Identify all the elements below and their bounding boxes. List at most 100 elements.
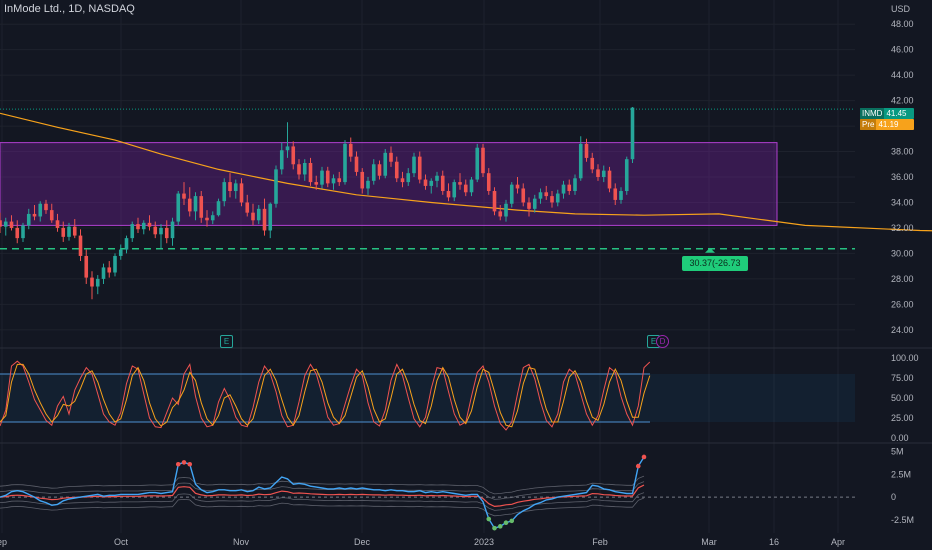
candle-body xyxy=(182,193,186,199)
candle-body xyxy=(141,222,146,230)
candle-body xyxy=(423,179,428,186)
y-tick-label: 32.00 xyxy=(891,223,914,233)
candle-body xyxy=(130,224,135,239)
x-tick-label: 2023 xyxy=(474,537,494,547)
candle-body xyxy=(187,198,192,212)
candle-body xyxy=(567,184,572,192)
earnings-marker[interactable]: E xyxy=(220,335,233,348)
support-level-badge[interactable]: 30.37(-26.73 xyxy=(682,256,748,271)
chart-legend-title[interactable]: InMode Ltd., 1D, NASDAQ xyxy=(4,3,135,15)
candle-body xyxy=(72,226,77,236)
candle-body xyxy=(532,198,537,209)
x-tick-label: Apr xyxy=(831,537,845,547)
stochastic-d-line xyxy=(0,363,651,428)
candle-body xyxy=(475,147,480,180)
candle-body xyxy=(262,208,267,231)
candle-body xyxy=(233,183,238,192)
oscillator-line xyxy=(0,456,645,530)
candle-body xyxy=(61,227,66,237)
premarket-price-tag: Pre 41.19 xyxy=(860,119,914,130)
candle-body xyxy=(578,143,583,179)
candle-body xyxy=(406,173,411,183)
candle-body xyxy=(176,193,181,222)
candle-body xyxy=(245,202,250,213)
candle-body xyxy=(205,217,209,221)
candle-body xyxy=(136,224,140,230)
candle-body xyxy=(9,221,14,228)
candle-body xyxy=(3,221,8,227)
candle-body xyxy=(400,178,405,183)
candle-body xyxy=(435,175,439,181)
candle-body xyxy=(222,182,227,202)
y-tick-label: 24.00 xyxy=(891,325,914,335)
candle-body xyxy=(481,147,485,174)
y-tick-label: 36.00 xyxy=(891,172,914,182)
candle-body xyxy=(527,202,531,209)
y-tick-label: 46.00 xyxy=(891,45,914,55)
y-tick-label: 26.00 xyxy=(891,299,914,309)
candle-body xyxy=(228,182,232,192)
y-tick-label: -2.5M xyxy=(891,515,914,525)
candle-body xyxy=(308,162,313,183)
candle-body xyxy=(607,170,612,189)
candle-body xyxy=(371,164,376,181)
oscillator-envelope xyxy=(0,481,645,500)
oscillator-extreme-dot xyxy=(175,461,181,467)
oscillator-extreme-dot xyxy=(497,524,503,529)
y-tick-label: 75.00 xyxy=(891,373,914,383)
candle-body xyxy=(251,212,255,221)
candle-body xyxy=(320,170,324,185)
y-tick-label: 38.00 xyxy=(891,147,914,157)
candle-body xyxy=(101,267,106,279)
candle-body xyxy=(193,196,198,212)
candle-body xyxy=(95,278,100,287)
dividend-marker[interactable]: D xyxy=(656,335,669,348)
candle-body xyxy=(630,107,635,160)
y-tick-label: 50.00 xyxy=(891,393,914,403)
oscillator-extreme-dot xyxy=(492,525,497,531)
candle-body xyxy=(544,192,549,197)
candle-body xyxy=(216,201,221,216)
candle-body xyxy=(314,182,319,185)
candle-body xyxy=(164,227,169,239)
candle-body xyxy=(67,226,71,237)
candle-body xyxy=(469,179,474,193)
last-price-tag: INMD 41.45 xyxy=(860,108,914,119)
candle-body xyxy=(613,188,618,200)
candle-body xyxy=(515,184,520,189)
oscillator-extreme-dot xyxy=(486,516,492,522)
candle-body xyxy=(366,180,370,189)
y-tick-label: 44.00 xyxy=(891,70,914,80)
stochastic-k-line xyxy=(0,360,651,431)
candle-body xyxy=(21,225,25,239)
candle-body xyxy=(440,175,445,192)
candle-body xyxy=(153,226,158,235)
candle-body xyxy=(452,182,457,198)
x-tick-label: ep xyxy=(0,537,7,547)
candle-body xyxy=(412,156,416,174)
y-tick-label: 0 xyxy=(891,492,896,502)
y-tick-label: 0.00 xyxy=(891,433,909,443)
candle-body xyxy=(118,249,123,256)
candle-body xyxy=(124,238,129,250)
y-tick-label: 5M xyxy=(891,446,904,456)
candle-body xyxy=(302,162,307,175)
candle-body xyxy=(389,152,393,162)
candle-body xyxy=(239,183,244,203)
oscillator-extreme-dot xyxy=(635,463,641,469)
candle-body xyxy=(199,196,204,218)
candle-body xyxy=(84,255,89,278)
candle-body xyxy=(297,164,301,175)
oscillator-extreme-dot xyxy=(181,460,187,465)
candle-body xyxy=(417,156,422,180)
premarket-price-value: 41.19 xyxy=(878,120,899,129)
candle-body xyxy=(291,146,296,165)
candle-body xyxy=(274,169,278,204)
candle-body xyxy=(38,203,43,217)
y-tick-label: 25.00 xyxy=(891,413,914,423)
candle-body xyxy=(555,193,560,203)
candle-body xyxy=(446,191,451,198)
oscillator-extreme-dot xyxy=(509,518,515,524)
oscillator-signal-line xyxy=(0,484,645,508)
